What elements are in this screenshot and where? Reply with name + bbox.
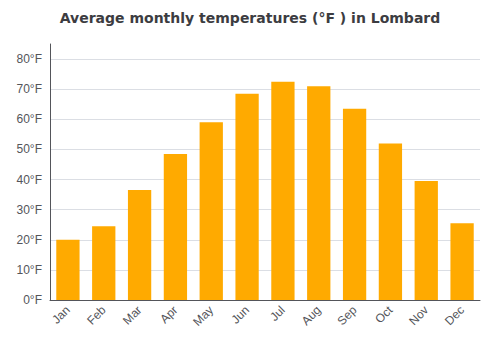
- svg-text:Apr: Apr: [157, 303, 180, 326]
- svg-text:0°F: 0°F: [23, 293, 42, 307]
- svg-text:Mar: Mar: [120, 303, 145, 327]
- svg-text:40°F: 40°F: [17, 173, 42, 187]
- svg-text:70°F: 70°F: [17, 82, 42, 96]
- svg-text:Oct: Oct: [372, 303, 396, 327]
- svg-text:Jan: Jan: [49, 303, 73, 327]
- svg-text:50°F: 50°F: [17, 142, 42, 156]
- svg-text:60°F: 60°F: [17, 112, 42, 126]
- svg-text:Feb: Feb: [84, 303, 109, 328]
- svg-text:20°F: 20°F: [17, 233, 42, 247]
- svg-text:Nov: Nov: [406, 303, 431, 328]
- svg-text:80°F: 80°F: [17, 52, 42, 66]
- svg-text:Jul: Jul: [267, 303, 288, 324]
- svg-text:10°F: 10°F: [17, 263, 42, 277]
- svg-text:30°F: 30°F: [17, 203, 42, 217]
- svg-text:Jun: Jun: [228, 303, 252, 327]
- svg-text:May: May: [190, 303, 216, 329]
- svg-text:Dec: Dec: [442, 303, 467, 328]
- svg-text:Average monthly temperatures (: Average monthly temperatures (°F ) in Lo…: [60, 10, 441, 26]
- svg-text:Sep: Sep: [335, 303, 360, 328]
- svg-text:Aug: Aug: [299, 303, 324, 328]
